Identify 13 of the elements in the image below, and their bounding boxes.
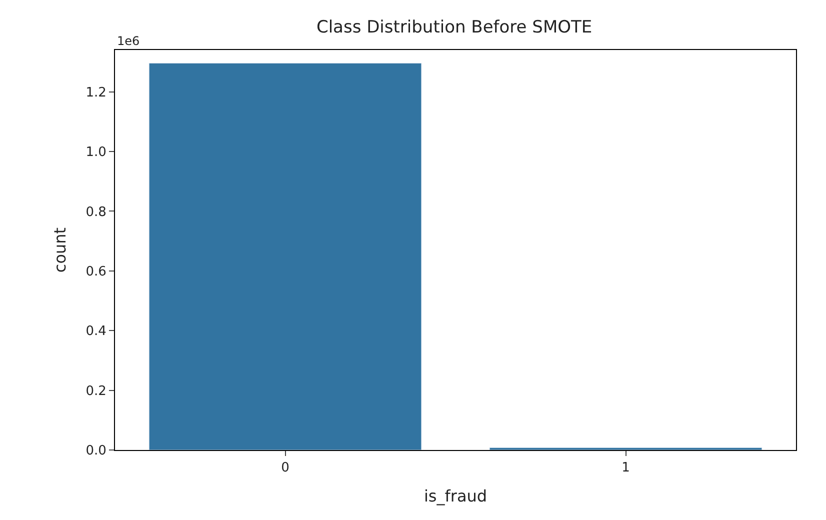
- y-tick-label: 0.6: [86, 264, 106, 280]
- x-tick-label: 0: [281, 460, 290, 476]
- x-tick-label: 1: [622, 460, 630, 476]
- y-tick-label: 0.4: [86, 324, 106, 340]
- y-axis-title: count: [50, 227, 70, 273]
- y-tick-label: 0.0: [86, 444, 106, 459]
- y-tick-label: 1.2: [86, 85, 106, 100]
- text: 1e6: [117, 34, 140, 48]
- y-tick-label: 0.2: [86, 384, 106, 399]
- chart-title: Class Distribution Before SMOTE: [316, 18, 592, 38]
- y-tick-label: 1.0: [86, 145, 106, 160]
- x-axis-title: is_fraud: [424, 486, 488, 506]
- y-tick-label: 0.8: [86, 204, 106, 220]
